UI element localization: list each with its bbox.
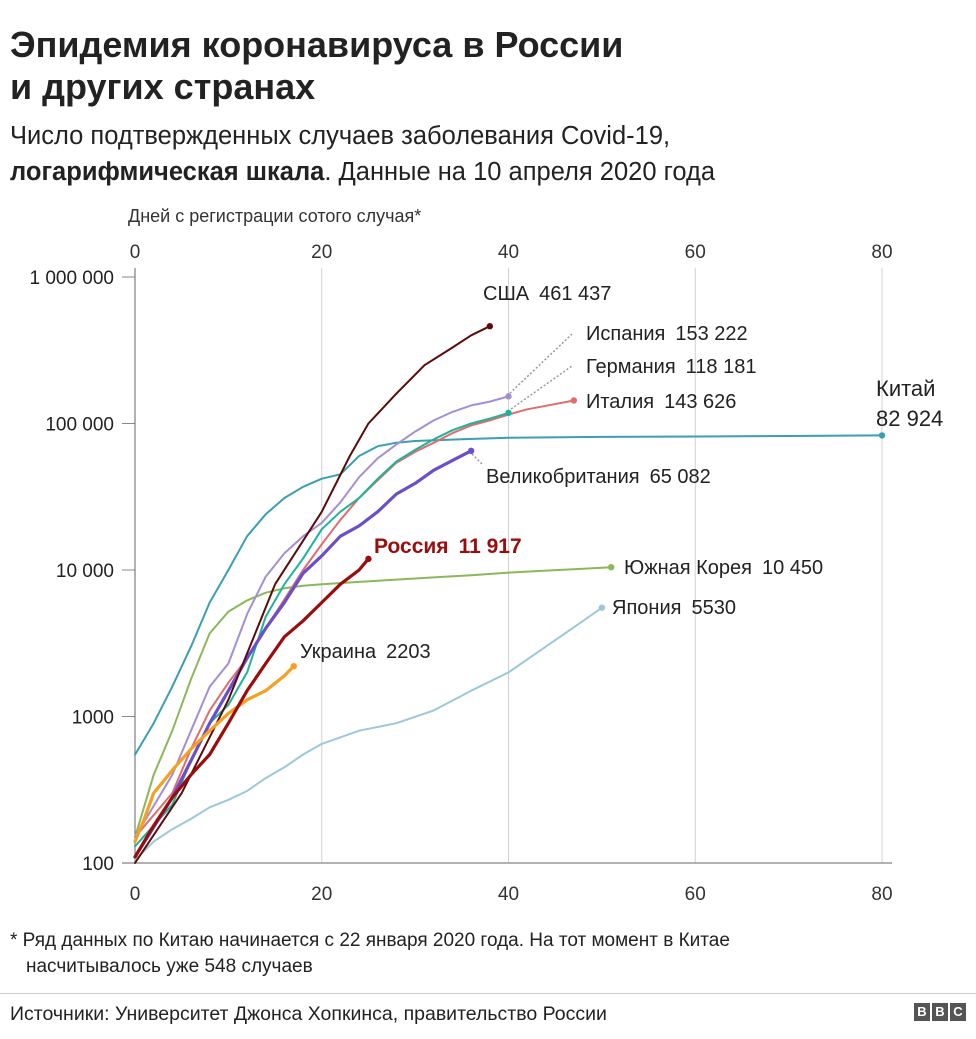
series-end-dot: [365, 555, 372, 563]
series-end-dot: [570, 397, 578, 404]
series-label-value: 11 917: [459, 535, 522, 558]
series-end-dot: [467, 447, 475, 455]
logo-letter: B: [932, 1003, 948, 1021]
x-tick-label-bottom: 80: [871, 884, 892, 905]
series-label: Италия 143 626: [586, 391, 736, 413]
series-label: США 461 437: [483, 283, 611, 305]
footer-divider: [0, 993, 976, 994]
label-leader-line: [506, 333, 573, 397]
series-label: Россия 11 917: [374, 535, 522, 558]
series-label: Испания 153 222: [586, 323, 748, 345]
y-tick-label: 100 000: [45, 415, 114, 436]
series-label: Германия 118 181: [586, 356, 756, 378]
line-chart: Дней с регистрации сотого случая* 0 0 20 20 4…: [29, 206, 943, 905]
y-tick-label: 100: [82, 854, 114, 875]
series-label-value: 153 222: [675, 323, 747, 345]
x-tick-label-bottom: 60: [685, 884, 706, 905]
series-line: [134, 395, 510, 839]
series-end-dot: [598, 604, 606, 611]
footnote-line-1: * Ряд данных по Китаю начинается с 22 ян…: [10, 930, 730, 951]
subtitle-part-1: Число подтвержденных случаев заболевания…: [10, 122, 671, 150]
series-label-value: 82 924: [876, 406, 943, 431]
series-line: [134, 434, 883, 756]
series-line: [133, 557, 370, 859]
subtitle-bold: логарифмическая шкала: [10, 158, 325, 186]
series-line: [133, 449, 473, 859]
chart-subtitle: Число подтвержденных случаев заболевания…: [10, 118, 940, 190]
x-tick-label-bottom: 20: [311, 884, 332, 905]
series-end-dot: [486, 323, 494, 330]
x-tick-label-top: 0: [130, 242, 141, 263]
series-label-value: 5530: [691, 597, 736, 619]
logo-letter: C: [950, 1003, 966, 1021]
x-axis-title: Дней с регистрации сотого случая*: [128, 206, 421, 226]
series-label-name: Россия: [374, 535, 449, 558]
subtitle-part-2: . Данные на 10 апреля 2020 года: [324, 158, 716, 186]
series-label-value: 2203: [386, 641, 431, 663]
series-line: [134, 325, 491, 864]
series-label-value: 143 626: [664, 391, 736, 413]
series-line: [134, 566, 613, 839]
series-label-value: 10 450: [762, 557, 823, 579]
series-label-name: Китай: [876, 376, 935, 401]
y-tick-label: 10 000: [56, 561, 114, 582]
series-label: Южная Корея 10 450: [624, 557, 823, 579]
series-end-dot: [505, 409, 512, 417]
title-line-1: Эпидемия коронавируса в России: [10, 24, 624, 65]
series-label: Украина 2203: [300, 641, 431, 663]
series-label-name: Южная Корея: [624, 557, 752, 579]
series-label-name: США: [483, 283, 530, 305]
footnote-line-2: насчитывалось уже 548 случаев: [26, 956, 313, 977]
label-leader-line: [510, 365, 573, 410]
x-tick-label-bottom: 0: [130, 884, 141, 905]
source-text: Источники: Университет Джонса Хопкинса, …: [10, 1003, 607, 1025]
x-tick-label-top: 20: [311, 242, 332, 263]
series-label-name: Великобритания: [486, 466, 640, 488]
series-line: [133, 664, 296, 844]
chart-title: Эпидемия коронавируса в России и других …: [10, 24, 910, 108]
series-line: [134, 606, 603, 861]
series-label-name: Украина: [300, 641, 377, 663]
logo-letter: B: [914, 1003, 930, 1021]
x-tick-label-top: 80: [871, 242, 892, 263]
series-label-name: Испания: [586, 323, 665, 345]
y-tick-label: 1 000 000: [29, 268, 114, 289]
series-label-name: Германия: [586, 356, 676, 378]
y-tick-label: 1000: [72, 708, 114, 729]
series-end-dot: [878, 432, 886, 439]
x-tick-label-top: 60: [685, 242, 706, 263]
series-label-value: 461 437: [539, 283, 611, 305]
series-label: Япония 5530: [612, 597, 736, 619]
series-label: Великобритания 65 082: [486, 466, 711, 488]
label-leader-line: [471, 453, 484, 466]
bbc-logo: B B C: [914, 1003, 966, 1021]
series-label-value: 118 181: [686, 356, 757, 378]
title-line-2: и других странах: [10, 66, 316, 107]
series-label-name: Италия: [586, 391, 654, 413]
footnote: * Ряд данных по Китаю начинается с 22 ян…: [10, 928, 950, 980]
series-label-name: Япония: [612, 597, 681, 619]
x-tick-label-top: 40: [498, 242, 519, 263]
x-tick-label-bottom: 40: [498, 884, 519, 905]
series-label-value: 65 082: [650, 466, 711, 488]
series-end-dot: [290, 663, 297, 670]
series-end-dot: [608, 563, 615, 571]
series-end-dot: [505, 393, 512, 400]
